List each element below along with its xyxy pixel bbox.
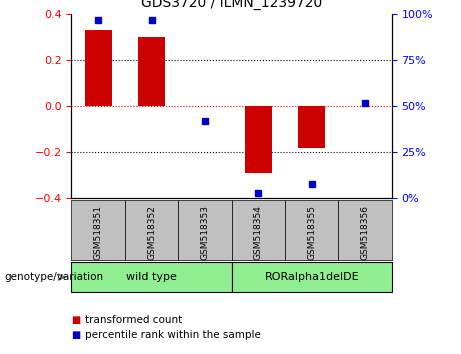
Text: wild type: wild type <box>126 272 177 282</box>
Text: GSM518355: GSM518355 <box>307 205 316 260</box>
Bar <box>125 200 178 260</box>
Bar <box>285 200 338 260</box>
Title: GDS3720 / ILMN_1239720: GDS3720 / ILMN_1239720 <box>141 0 322 10</box>
Bar <box>71 200 125 260</box>
Bar <box>338 200 392 260</box>
Text: GSM518351: GSM518351 <box>94 205 103 260</box>
Bar <box>138 37 165 106</box>
Bar <box>71 262 231 292</box>
Text: GSM518354: GSM518354 <box>254 205 263 260</box>
Bar <box>245 106 272 173</box>
Text: GSM518353: GSM518353 <box>201 205 209 260</box>
Bar <box>231 200 285 260</box>
Text: transformed count: transformed count <box>85 315 183 325</box>
Text: percentile rank within the sample: percentile rank within the sample <box>85 330 261 339</box>
Text: GSM518356: GSM518356 <box>361 205 370 260</box>
Text: GSM518352: GSM518352 <box>147 205 156 260</box>
Text: RORalpha1delDE: RORalpha1delDE <box>265 272 359 282</box>
Text: ■: ■ <box>71 330 81 339</box>
Text: ■: ■ <box>71 315 81 325</box>
Bar <box>298 106 325 148</box>
Bar <box>85 30 112 106</box>
Bar <box>178 200 231 260</box>
Text: genotype/variation: genotype/variation <box>5 272 104 282</box>
Bar <box>231 262 392 292</box>
